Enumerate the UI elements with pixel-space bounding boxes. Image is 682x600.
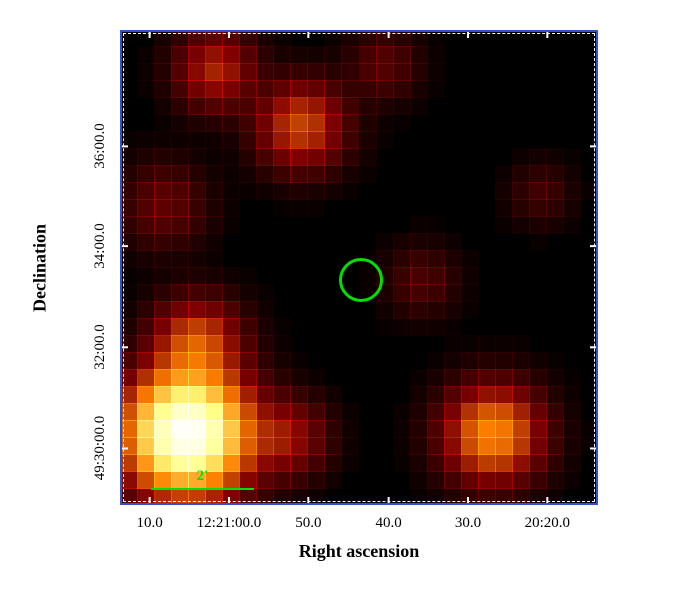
x-tick-label: 50.0 (295, 515, 321, 532)
y-axis-label: Declination (30, 224, 51, 312)
x-tick-label: 20:20.0 (525, 515, 570, 532)
scale-bar-label: 2' (197, 468, 209, 485)
figure-canvas: 2' 49:30:00.032:00.034:00.036:00.0 10.01… (0, 0, 682, 600)
x-tick-label: 12:21:00.0 (197, 515, 262, 532)
x-axis-label: Right ascension (299, 541, 420, 562)
x-tick-label: 30.0 (455, 515, 481, 532)
y-tick-label: 36:00.0 (92, 86, 112, 206)
x-tick-label: 40.0 (376, 515, 402, 532)
scale-bar (151, 488, 254, 490)
x-tick-label: 10.0 (137, 515, 163, 532)
plot-area: 2' (120, 30, 598, 505)
target-marker-circle (339, 258, 383, 302)
